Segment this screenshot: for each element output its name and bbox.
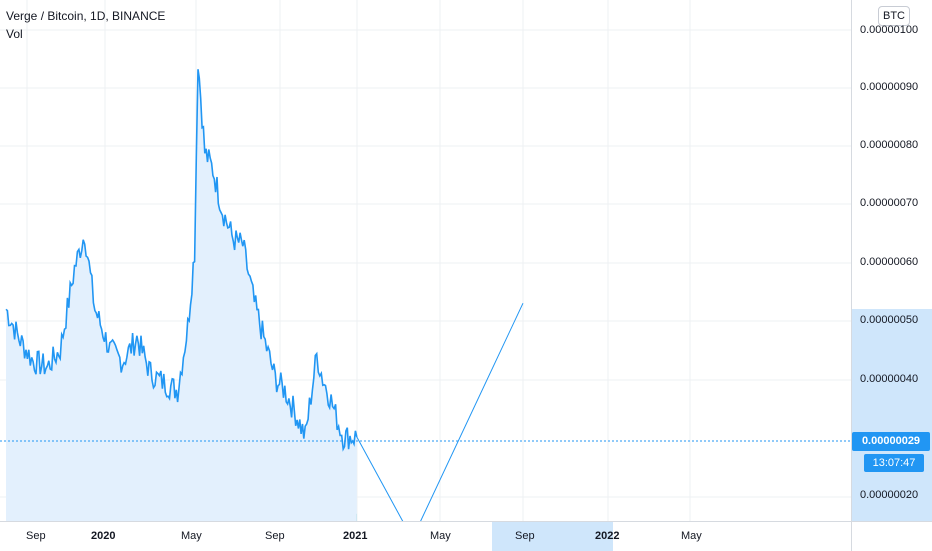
price-tick: 0.00000040 [860,373,919,385]
time-tick: 2022 [595,530,620,542]
price-line [5,69,358,452]
last-price-badge: 0.00000029 [852,432,930,451]
price-area-fill [6,69,357,521]
axis-corner [851,521,932,551]
time-tick: Sep [515,530,535,542]
currency-badge[interactable]: BTC [878,6,910,26]
chart-grid [0,0,851,521]
time-axis[interactable]: Sep 2020 May Sep 2021 May Sep 2022 May [0,521,851,551]
time-tick: Sep [26,530,46,542]
price-range-highlight [852,309,932,521]
price-tick: 0.00000080 [860,139,919,151]
price-chart[interactable] [0,0,851,521]
price-axis[interactable]: BTC 0.00000100 0.00000090 0.00000080 0.0… [851,0,932,521]
time-tick: May [181,530,202,542]
trend-drawing [356,302,524,521]
price-tick: 0.00000060 [860,256,919,268]
price-tick: 0.00000070 [860,197,919,209]
volume-legend[interactable]: Vol [6,27,23,41]
price-tick: 0.00000050 [860,314,919,326]
time-tick: 2020 [91,530,116,542]
time-tick: May [430,530,451,542]
price-tick: 0.00000020 [860,489,919,501]
time-tick: 2021 [343,530,368,542]
price-tick: 0.00000090 [860,81,919,93]
time-tick: May [681,530,702,542]
chart-area[interactable]: Verge / Bitcoin, 1D, BINANCE Vol [0,0,851,521]
time-range-highlight [492,522,613,551]
price-tick: 0.00000100 [860,24,919,36]
bar-countdown: 13:07:47 [864,454,924,472]
symbol-legend[interactable]: Verge / Bitcoin, 1D, BINANCE [6,9,166,23]
time-tick: Sep [265,530,285,542]
